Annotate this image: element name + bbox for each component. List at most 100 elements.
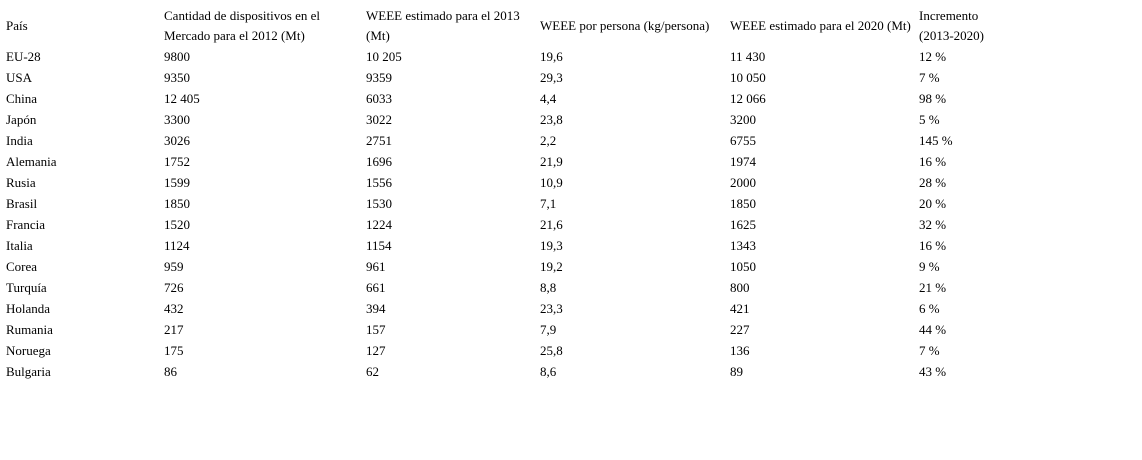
cell-devices-2012: 1599 xyxy=(164,175,190,190)
cell-country: EU-28 xyxy=(6,49,41,64)
table-row: Bulgaria 86 62 8,6 89 43 % xyxy=(0,361,1000,382)
cell-country: Alemania xyxy=(6,154,57,169)
cell-weee-2013: 1224 xyxy=(366,217,392,232)
cell-country: Noruega xyxy=(6,343,51,358)
cell-weee-per-person: 25,8 xyxy=(540,343,563,358)
cell-weee-2013: 2751 xyxy=(366,133,392,148)
table-row: Noruega 175 127 25,8 136 7 % xyxy=(0,340,1000,361)
cell-weee-2020: 2000 xyxy=(730,175,756,190)
cell-increase: 44 % xyxy=(919,322,947,337)
table-row: Japón 3300 3022 23,8 3200 5 % xyxy=(0,109,1000,130)
header-weee-2013: WEEE estimado para el 2013 (Mt) xyxy=(366,8,520,43)
cell-devices-2012: 1124 xyxy=(164,238,190,253)
cell-weee-per-person: 8,6 xyxy=(540,364,557,379)
cell-country: Brasil xyxy=(6,196,38,211)
cell-weee-2013: 961 xyxy=(366,259,386,274)
cell-country: Rumania xyxy=(6,322,53,337)
cell-weee-2020: 6755 xyxy=(730,133,756,148)
cell-increase: 7 % xyxy=(919,70,940,85)
cell-weee-per-person: 8,8 xyxy=(540,280,557,295)
table-row: Holanda 432 394 23,3 421 6 % xyxy=(0,298,1000,319)
cell-weee-2020: 421 xyxy=(730,301,750,316)
table-body: EU-28 9800 10 205 19,6 11 430 12 % USA 9350 9359… xyxy=(0,46,1000,382)
header-increase: Incremento (2013-2020) xyxy=(919,8,984,43)
table-row: Francia 1520 1224 21,6 1625 32 % xyxy=(0,214,1000,235)
cell-devices-2012: 9800 xyxy=(164,49,190,64)
table-row: Corea 959 961 19,2 1050 9 % xyxy=(0,256,1000,277)
cell-weee-2020: 136 xyxy=(730,343,750,358)
cell-increase: 7 % xyxy=(919,343,940,358)
table-row: India 3026 2751 2,2 6755 145 % xyxy=(0,130,1000,151)
table-row: Brasil 1850 1530 7,1 1850 20 % xyxy=(0,193,1000,214)
cell-weee-2020: 1050 xyxy=(730,259,756,274)
table-row: Rusia 1599 1556 10,9 2000 28 % xyxy=(0,172,1000,193)
cell-weee-per-person: 23,8 xyxy=(540,112,563,127)
cell-weee-2013: 661 xyxy=(366,280,386,295)
cell-country: USA xyxy=(6,70,33,85)
cell-weee-2020: 89 xyxy=(730,364,743,379)
cell-weee-2020: 1974 xyxy=(730,154,756,169)
cell-devices-2012: 217 xyxy=(164,322,184,337)
cell-weee-2020: 11 430 xyxy=(730,49,766,64)
cell-weee-2013: 1556 xyxy=(366,175,392,190)
cell-increase: 20 % xyxy=(919,196,947,211)
cell-country: Holanda xyxy=(6,301,51,316)
cell-weee-2013: 394 xyxy=(366,301,386,316)
cell-weee-2020: 227 xyxy=(730,322,750,337)
cell-weee-2020: 12 066 xyxy=(730,91,766,106)
cell-increase: 16 % xyxy=(919,154,947,169)
header-weee-per-person: WEEE por persona (kg/persona) xyxy=(540,18,710,33)
cell-weee-2020: 1343 xyxy=(730,238,756,253)
table-row: Turquía 726 661 8,8 800 21 % xyxy=(0,277,1000,298)
cell-weee-2013: 62 xyxy=(366,364,379,379)
cell-increase: 98 % xyxy=(919,91,947,106)
cell-country: Turquía xyxy=(6,280,47,295)
cell-devices-2012: 959 xyxy=(164,259,184,274)
weee-data-table: País Cantidad de dispositivos en el Merc… xyxy=(0,6,1000,382)
cell-weee-2020: 1850 xyxy=(730,196,756,211)
cell-country: Japón xyxy=(6,112,37,127)
cell-devices-2012: 12 405 xyxy=(164,91,200,106)
cell-weee-2020: 3200 xyxy=(730,112,756,127)
cell-weee-2020: 10 050 xyxy=(730,70,766,85)
cell-weee-2020: 800 xyxy=(730,280,750,295)
cell-weee-2013: 9359 xyxy=(366,70,392,85)
cell-increase: 9 % xyxy=(919,259,940,274)
cell-weee-per-person: 19,3 xyxy=(540,238,563,253)
cell-devices-2012: 175 xyxy=(164,343,184,358)
cell-weee-2013: 157 xyxy=(366,322,386,337)
cell-devices-2012: 432 xyxy=(164,301,184,316)
cell-weee-per-person: 19,2 xyxy=(540,259,563,274)
cell-weee-per-person: 21,9 xyxy=(540,154,563,169)
cell-increase: 28 % xyxy=(919,175,947,190)
cell-devices-2012: 86 xyxy=(164,364,177,379)
cell-weee-per-person: 10,9 xyxy=(540,175,563,190)
cell-increase: 145 % xyxy=(919,133,953,148)
cell-devices-2012: 1752 xyxy=(164,154,190,169)
cell-weee-2013: 1530 xyxy=(366,196,392,211)
table-row: Rumania 217 157 7,9 227 44 % xyxy=(0,319,1000,340)
cell-weee-per-person: 23,3 xyxy=(540,301,563,316)
header-row: País Cantidad de dispositivos en el Merc… xyxy=(0,6,1000,46)
cell-weee-2020: 1625 xyxy=(730,217,756,232)
cell-devices-2012: 1850 xyxy=(164,196,190,211)
header-weee-2020: WEEE estimado para el 2020 (Mt) xyxy=(730,18,911,33)
cell-country: Bulgaria xyxy=(6,364,51,379)
cell-country: Italia xyxy=(6,238,33,253)
cell-weee-per-person: 4,4 xyxy=(540,91,557,106)
cell-weee-2013: 6033 xyxy=(366,91,392,106)
table-row: EU-28 9800 10 205 19,6 11 430 12 % xyxy=(0,46,1000,67)
cell-weee-per-person: 7,1 xyxy=(540,196,557,211)
cell-increase: 21 % xyxy=(919,280,947,295)
cell-weee-2013: 127 xyxy=(366,343,386,358)
header-country: País xyxy=(6,18,28,33)
table-row: Alemania 1752 1696 21,9 1974 16 % xyxy=(0,151,1000,172)
cell-increase: 32 % xyxy=(919,217,947,232)
cell-devices-2012: 9350 xyxy=(164,70,190,85)
header-devices-2012: Cantidad de dispositivos en el Mercado p… xyxy=(164,8,320,43)
cell-increase: 16 % xyxy=(919,238,947,253)
table-row: Italia 1124 1154 19,3 1343 16 % xyxy=(0,235,1000,256)
cell-weee-per-person: 29,3 xyxy=(540,70,563,85)
cell-devices-2012: 3026 xyxy=(164,133,190,148)
cell-country: India xyxy=(6,133,33,148)
